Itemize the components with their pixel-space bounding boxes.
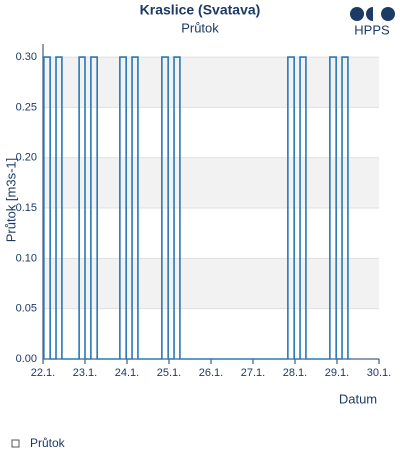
grid-band	[43, 57, 379, 108]
x-tick-label: 27.1.	[241, 367, 265, 379]
legend-label: Průtok	[30, 436, 66, 450]
data-line	[43, 56, 351, 360]
y-tick-label: 0.10	[16, 252, 37, 264]
y-tick-label: 0.15	[16, 202, 37, 214]
y-tick-label: 0.05	[16, 303, 37, 315]
y-axis-label: Průtok [m3s-1]	[3, 158, 18, 243]
x-tick-label: 22.1.	[31, 367, 55, 379]
x-tick-label: 25.1.	[157, 367, 181, 379]
chart-title: Kraslice (Svatava)	[140, 2, 261, 18]
x-tick-label: 23.1.	[73, 367, 97, 379]
x-axis-label: Datum	[339, 391, 377, 406]
chart-subtitle: Průtok	[181, 20, 219, 35]
x-tick-label: 30.1.	[367, 367, 391, 379]
x-tick-label: 26.1.	[199, 367, 223, 379]
logo-text: HPPS	[354, 22, 390, 37]
y-tick-label: 0.25	[16, 101, 37, 113]
x-tick-label: 28.1.	[283, 367, 307, 379]
y-tick-label: 0.30	[16, 51, 37, 63]
y-tick-label: 0.00	[16, 353, 37, 365]
logo: HPPS	[350, 7, 395, 37]
grid-band	[43, 258, 379, 309]
y-tick-label: 0.20	[16, 152, 37, 164]
x-tick-label: 29.1.	[325, 367, 349, 379]
x-tick-label: 24.1.	[115, 367, 139, 379]
grid-band	[43, 157, 379, 209]
legend-swatch	[11, 439, 20, 448]
